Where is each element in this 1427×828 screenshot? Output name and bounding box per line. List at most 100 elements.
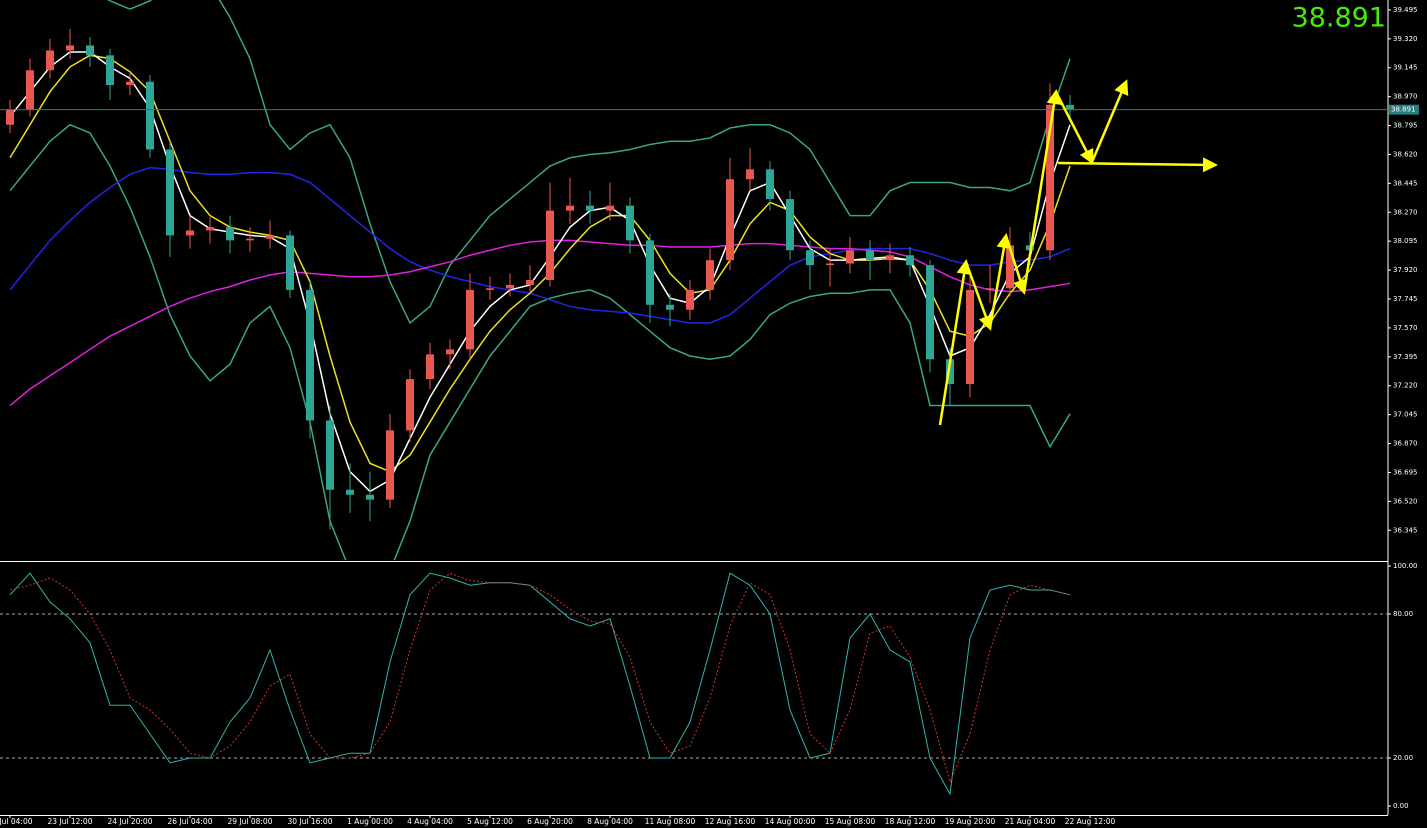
- y-tick-label: 38.970: [1393, 93, 1418, 101]
- y-tick-label: 38.445: [1393, 179, 1418, 187]
- candle-body: [266, 235, 274, 239]
- candle-body: [646, 240, 654, 305]
- candle-body: [766, 169, 774, 200]
- x-tick-label: 21 Aug 04:00: [1005, 817, 1056, 826]
- y-tick-label: 38.270: [1393, 208, 1418, 216]
- candle-body: [46, 50, 54, 71]
- x-tick-label: 15 Aug 08:00: [825, 817, 876, 826]
- x-tick-label: 22 Jul 04:00: [0, 817, 33, 826]
- candle-body: [586, 205, 594, 211]
- arrow: [1057, 157, 1218, 173]
- candle-body: [706, 260, 714, 290]
- x-tick-label: 4 Aug 04:00: [407, 817, 453, 826]
- candle-body: [326, 420, 334, 490]
- candle-body: [946, 359, 954, 385]
- candle-body: [686, 289, 694, 310]
- candle-body: [526, 280, 534, 285]
- stochastic-line: [9, 572, 1071, 796]
- candle-body: [1006, 245, 1014, 289]
- candle-body: [186, 230, 194, 236]
- x-tick-label: 29 Jul 08:00: [228, 817, 273, 826]
- candle-body: [666, 304, 674, 310]
- candle-body: [486, 288, 494, 290]
- candle-body: [466, 289, 474, 350]
- candle-body: [786, 199, 794, 251]
- arrow: [988, 233, 1012, 329]
- candle-body: [906, 255, 914, 266]
- x-tick-label: 24 Jul 20:00: [108, 817, 153, 826]
- candle-body: [86, 45, 94, 56]
- candle-body: [346, 489, 354, 495]
- candle-body: [26, 70, 34, 110]
- x-tick-label: 14 Aug 00:00: [765, 817, 816, 826]
- candle-body: [726, 179, 734, 261]
- y-tick-label: 37.570: [1393, 324, 1418, 332]
- main-panel: [0, 0, 1388, 560]
- x-tick-label: 30 Jul 16:00: [288, 817, 333, 826]
- y-tick-label: 38.095: [1393, 237, 1418, 245]
- candle-body: [166, 149, 174, 236]
- x-tick-label: 18 Aug 12:00: [885, 817, 936, 826]
- y-tick-label: 37.220: [1393, 382, 1418, 390]
- x-tick-label: 5 Aug 12:00: [467, 817, 513, 826]
- candle-body: [206, 227, 214, 231]
- current-price-big: 38.891: [1292, 3, 1386, 34]
- y-tick-label: 39.145: [1393, 64, 1418, 72]
- arrow: [964, 261, 993, 331]
- y-tick-label: 38.795: [1393, 122, 1418, 130]
- y-tick-label: 37.045: [1393, 411, 1418, 419]
- candle-body: [826, 263, 834, 266]
- x-tick-label: 19 Aug 20:00: [945, 817, 996, 826]
- candle-body: [606, 205, 614, 211]
- candle-body: [866, 250, 874, 261]
- candle-body: [746, 169, 754, 180]
- candle-body: [1066, 104, 1074, 110]
- x-tick-label: 23 Jul 12:00: [48, 817, 93, 826]
- x-tick-label: 6 Aug 20:00: [527, 817, 573, 826]
- candle-body: [886, 255, 894, 261]
- candle-body: [566, 205, 574, 211]
- candle-body: [966, 289, 974, 385]
- indicator-line: [107, 0, 1071, 325]
- axes: 39.495 39.320 39.145 38.970 38.795 38.620 38.4…: [0, 6, 1419, 826]
- y-tick-label: 38.620: [1393, 150, 1418, 158]
- candle-body: [986, 288, 994, 290]
- x-tick-label: 8 Aug 04:00: [587, 817, 633, 826]
- stochastic-panel: [0, 572, 1388, 796]
- x-tick-label: 22 Aug 12:00: [1065, 817, 1116, 826]
- indicator-line: [9, 239, 1071, 407]
- candle-body: [806, 250, 814, 266]
- y-tick-label: 39.495: [1393, 6, 1418, 14]
- annotations: [938, 79, 1218, 426]
- candle-body: [506, 284, 514, 289]
- candle-body: [306, 289, 314, 421]
- candle-body: [106, 55, 114, 86]
- candle-body: [286, 235, 294, 290]
- y-tick-label: 39.320: [1393, 35, 1418, 43]
- x-tick-label: 1 Aug 00:00: [347, 817, 393, 826]
- candle-body: [226, 227, 234, 241]
- candle-body: [406, 379, 414, 431]
- arrow: [1022, 89, 1062, 293]
- candle-body: [146, 81, 154, 150]
- y-tick-label: 36.345: [1393, 526, 1418, 534]
- y-tick-label: 36.695: [1393, 468, 1418, 476]
- y-tick-label: 0.00: [1393, 802, 1409, 810]
- candle-body: [366, 494, 374, 500]
- indicator-line: [9, 166, 1071, 324]
- candle-body: [66, 45, 74, 51]
- candle-body: [626, 205, 634, 241]
- candle-body: [386, 430, 394, 500]
- y-tick-label: 80.00: [1393, 610, 1413, 618]
- x-tick-label: 12 Aug 16:00: [705, 817, 756, 826]
- arrow: [1004, 235, 1028, 295]
- candle-body: [246, 238, 254, 241]
- y-tick-label: 37.395: [1393, 353, 1418, 361]
- candle-body: [546, 210, 554, 280]
- y-tick-label: 100.00: [1393, 562, 1418, 570]
- candle-body: [1046, 104, 1054, 251]
- y-tick-label: 36.520: [1393, 497, 1418, 505]
- candle-body: [126, 81, 134, 86]
